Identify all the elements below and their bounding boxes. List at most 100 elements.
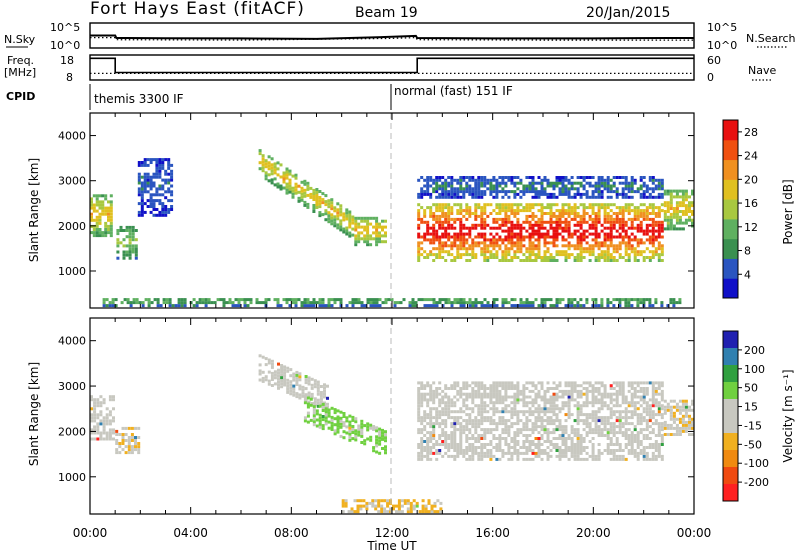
power-cell-5 (495, 206, 499, 210)
power-cell-2 (158, 184, 162, 188)
velocity-cell-5 (483, 401, 487, 405)
velocity-cell-5 (636, 395, 640, 399)
power-cell-6 (609, 190, 613, 194)
velocity-cell-2 (277, 371, 280, 375)
power-cell-4 (354, 222, 358, 226)
power-cell-6 (435, 181, 439, 185)
power-cell-7 (675, 227, 679, 231)
velocity-cell-4 (540, 434, 544, 437)
velocity-cell-3 (354, 432, 358, 436)
power-cell-5 (438, 241, 442, 245)
velocity-cell-2 (283, 374, 287, 378)
velocity-cell-4 (642, 454, 646, 458)
velocity-cell-2 (261, 355, 265, 359)
velocity-cell-4 (429, 440, 433, 443)
power-cell-5 (594, 217, 598, 221)
velocity-cell-6 (678, 426, 682, 430)
velocity-cell-4 (573, 457, 577, 461)
power-cell-5 (546, 203, 550, 207)
power-cell-6 (498, 190, 502, 194)
velocity-cell-4 (591, 413, 595, 417)
power-cell-3 (264, 162, 268, 166)
velocity-cell-4 (564, 431, 568, 435)
velocity-cell-5 (480, 395, 484, 399)
velocity-cell-4 (594, 422, 598, 426)
power-cell-8 (222, 301, 226, 305)
power-cell-6 (627, 187, 631, 191)
velocity-cell-4 (447, 446, 451, 449)
velocity-cell-3 (369, 423, 373, 427)
velocity-cell-4 (498, 416, 502, 420)
power-cell-8 (636, 301, 640, 305)
power-cell-8 (462, 304, 466, 308)
power-cell-5 (468, 235, 472, 239)
power-cell-5 (564, 256, 568, 259)
power-cell-6 (567, 178, 571, 182)
velocity-cell-4 (504, 443, 508, 446)
velocity-cell-1 (118, 442, 122, 445)
velocity-cell-4 (513, 410, 517, 414)
velocity-cell-4 (579, 419, 583, 423)
power-cell-5 (426, 229, 430, 233)
power-cell-5 (417, 253, 421, 257)
power-cell-8 (474, 301, 478, 305)
velocity-cell-0 (90, 413, 93, 417)
power-cell-2 (149, 205, 153, 208)
velocity-cell-4 (564, 428, 568, 432)
velocity-cell-4 (558, 425, 562, 429)
velocity-cell-4 (576, 437, 580, 440)
velocity-cell-5 (552, 381, 556, 385)
power-cell-3 (261, 160, 265, 164)
velocity-cell-5 (471, 387, 475, 390)
power-cell-8 (438, 301, 442, 305)
power-cell-6 (594, 184, 598, 188)
power-cell-5 (558, 226, 562, 230)
power-cell-3 (294, 191, 298, 195)
velocity-colorbar-swatch-6 (723, 433, 738, 451)
velocity-cell-6 (684, 429, 688, 433)
velocity-cell-7 (386, 501, 390, 505)
power-cell-5 (654, 206, 658, 210)
frequency-left-label-line2: [MHz] (4, 66, 36, 79)
power-cell-5 (462, 226, 466, 230)
power-cell-6 (438, 187, 442, 191)
velocity-cell-5 (660, 398, 664, 402)
power-cell-8 (243, 298, 247, 302)
power-cell-3 (303, 188, 307, 192)
power-cell-6 (630, 176, 634, 179)
velocity-cell-4 (423, 454, 427, 458)
power-cell-6 (567, 195, 571, 199)
power-cell-6 (612, 176, 616, 179)
velocity-cell-2 (280, 367, 284, 370)
power-cell-5 (582, 235, 586, 239)
power-cell-6 (660, 187, 664, 191)
power-cell-5 (549, 235, 553, 239)
power-cell-6 (573, 195, 577, 199)
velocity-cell-1 (130, 448, 134, 452)
power-cell-5 (552, 229, 556, 233)
velocity-cell-5 (612, 398, 616, 402)
velocity-cell-4 (651, 422, 655, 426)
power-cell-6 (441, 192, 445, 196)
velocity-cell-3 (366, 437, 370, 441)
velocity-cell-2 (292, 393, 296, 397)
power-cell-5 (627, 253, 631, 257)
power-cell-8 (486, 304, 490, 308)
velocity-cell-5 (558, 384, 562, 388)
velocity-cell-3 (375, 444, 379, 448)
velocity-cell-4 (444, 404, 448, 408)
power-cell-2 (155, 199, 159, 203)
velocity-cell-5 (642, 389, 646, 393)
power-cell-8 (204, 301, 208, 305)
velocity-cell-5 (573, 381, 577, 385)
velocity-cell-4 (489, 407, 493, 411)
velocity-cell-3 (336, 421, 340, 425)
velocity-cell-4 (573, 428, 577, 432)
velocity-cell-5 (462, 398, 466, 402)
velocity-cell-2 (307, 391, 311, 395)
velocity-cell-4 (495, 425, 499, 429)
power-cell-3 (318, 196, 322, 199)
velocity-cell-5 (450, 401, 454, 405)
power-cell-2 (167, 187, 171, 191)
power-cell-6 (555, 181, 559, 185)
